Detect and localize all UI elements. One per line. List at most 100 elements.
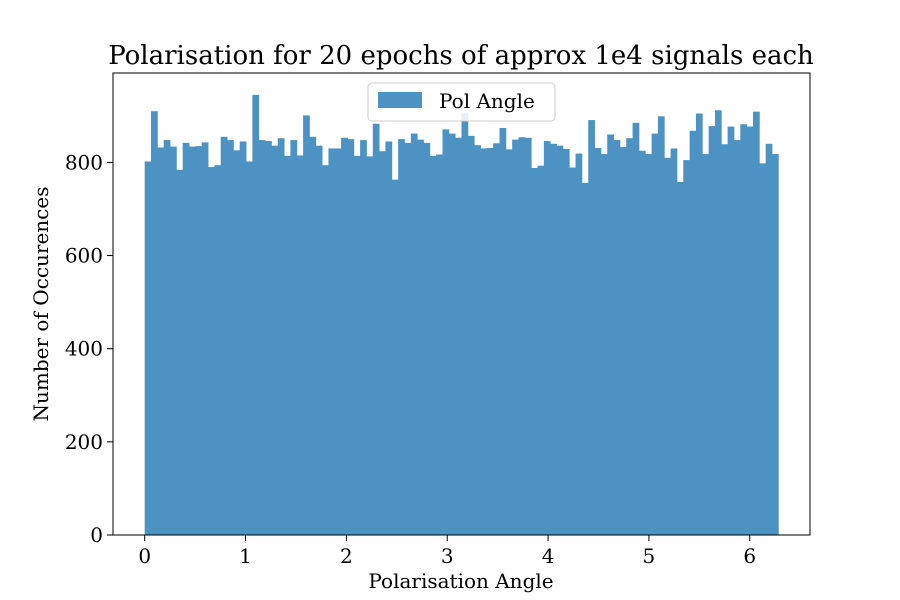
histogram-bar (524, 137, 532, 536)
histogram-bar (246, 161, 253, 536)
histogram-bar (309, 136, 317, 536)
histogram-bar (619, 147, 627, 536)
histogram-bar (151, 111, 158, 535)
x-tick-label: 1 (239, 544, 252, 568)
histogram-bar (417, 139, 424, 535)
histogram-bar (372, 123, 380, 535)
histogram-bar (239, 141, 247, 535)
histogram-bar (189, 146, 196, 535)
x-tick-label: 5 (643, 544, 656, 568)
histogram-bar (543, 141, 551, 535)
histogram-bar (328, 148, 336, 535)
histogram-bar (461, 113, 469, 536)
histogram-bar (233, 150, 241, 535)
histogram-bar (341, 137, 348, 536)
histogram-bar (398, 139, 405, 535)
histogram-bar (391, 179, 399, 535)
histogram-bar (752, 111, 760, 535)
histogram-bar (550, 143, 557, 536)
histogram-bar (385, 141, 393, 535)
histogram-bar (284, 155, 291, 535)
histogram-bar (537, 165, 545, 535)
x-tick-label: 2 (340, 544, 353, 568)
legend-swatch (378, 92, 422, 108)
histogram-bar (423, 142, 431, 536)
histogram-bar (657, 116, 665, 535)
histogram-bar (771, 154, 779, 536)
histogram-bar (727, 126, 735, 535)
histogram-bar (695, 113, 703, 536)
histogram-bar (676, 181, 684, 536)
histogram-bar (353, 155, 361, 535)
histogram-bar (664, 157, 671, 535)
histogram-bar (334, 148, 342, 535)
histogram-bar (322, 165, 329, 535)
histogram-bar (474, 145, 481, 535)
histogram-bar (670, 148, 678, 535)
histogram-bar (486, 147, 494, 536)
histogram-bar (765, 143, 773, 536)
histogram-bar (455, 137, 462, 536)
histogram-bar (144, 161, 152, 536)
histogram-bar (575, 153, 583, 535)
histogram-bar (626, 138, 633, 535)
bars-group (144, 94, 779, 536)
histogram-bar (182, 142, 190, 536)
histogram-bar (651, 133, 659, 536)
histogram-bar (195, 146, 203, 535)
histogram-bar (176, 169, 184, 535)
x-axis-label: Polarisation Angle (368, 569, 553, 593)
y-tick-label: 200 (65, 430, 103, 454)
histogram-bar (556, 145, 564, 535)
histogram-bar (588, 120, 595, 535)
histogram-bar (581, 182, 589, 535)
histogram-bar (569, 167, 576, 536)
chart-title: Polarisation for 20 epochs of approx 1e4… (108, 41, 814, 71)
histogram-bar (163, 140, 171, 535)
y-tick-label: 400 (65, 337, 103, 361)
x-tick-label: 6 (743, 544, 756, 568)
histogram-bar (467, 135, 475, 535)
x-tick-label: 4 (542, 544, 555, 568)
x-tick-label: 0 (138, 544, 151, 568)
y-axis-label: Number of Occurences (29, 187, 53, 422)
histogram-bar (429, 155, 437, 535)
y-tick-label: 0 (90, 523, 103, 547)
legend: Pol Angle (367, 82, 556, 122)
histogram-bar (733, 140, 741, 535)
histogram-bar (227, 140, 234, 535)
histogram-bar (360, 140, 367, 535)
histogram-bar (594, 147, 602, 536)
histogram-bar (410, 133, 418, 536)
histogram-bar (258, 140, 266, 535)
y-axis-ticks: 0 200 400 600 800 (65, 150, 113, 547)
histogram-bar (214, 165, 222, 535)
histogram-bar (201, 142, 209, 535)
histogram-bar (746, 126, 754, 535)
histogram-bar (296, 155, 304, 535)
x-axis-ticks: 0 1 2 3 4 5 6 (138, 535, 756, 568)
histogram-bar (220, 136, 228, 536)
histogram-bar (645, 154, 652, 536)
histogram-bar (632, 122, 640, 535)
histogram-bar (480, 148, 488, 535)
histogram-bar (366, 156, 374, 536)
histogram-bar (512, 139, 519, 535)
histogram-bar (277, 138, 285, 535)
histogram-bar (493, 143, 500, 535)
histogram-bar (265, 141, 272, 535)
histogram-bar (689, 130, 697, 535)
histogram-bar (404, 142, 412, 536)
y-tick-label: 600 (65, 244, 103, 268)
histogram-bar (714, 110, 722, 535)
histogram-bar (170, 146, 177, 535)
histogram-bar (436, 154, 443, 535)
histogram-bar (157, 147, 165, 535)
histogram-bar (721, 144, 729, 535)
histogram-bar (613, 140, 621, 535)
histogram-bar (208, 167, 215, 535)
histogram-bar (379, 151, 386, 536)
histogram-bar (638, 150, 646, 535)
histogram-bar (702, 154, 710, 536)
